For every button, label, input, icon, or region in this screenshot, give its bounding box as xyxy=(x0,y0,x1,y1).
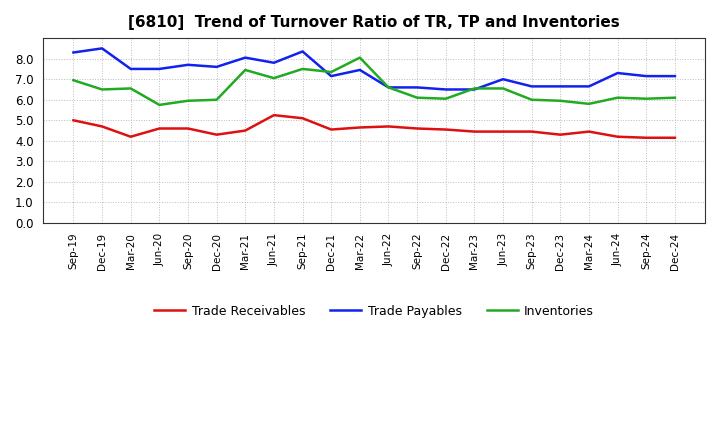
Inventories xyxy=(269,76,278,81)
Line: Trade Payables: Trade Payables xyxy=(73,48,675,89)
Inventories xyxy=(527,97,536,103)
Trade Payables xyxy=(613,70,622,76)
Trade Receivables xyxy=(585,129,593,134)
Trade Payables xyxy=(127,66,135,72)
Trade Receivables xyxy=(670,135,679,140)
Trade Payables xyxy=(670,73,679,79)
Trade Receivables xyxy=(556,132,564,137)
Trade Receivables xyxy=(384,124,393,129)
Trade Receivables xyxy=(269,113,278,118)
Inventories xyxy=(184,98,192,103)
Trade Receivables xyxy=(298,116,307,121)
Inventories xyxy=(585,101,593,106)
Trade Receivables xyxy=(356,125,364,130)
Line: Trade Receivables: Trade Receivables xyxy=(73,115,675,138)
Trade Payables xyxy=(441,87,450,92)
Trade Receivables xyxy=(98,124,107,129)
Trade Payables xyxy=(69,50,78,55)
Trade Payables xyxy=(184,62,192,67)
Inventories xyxy=(556,98,564,103)
Trade Payables xyxy=(241,55,250,60)
Trade Receivables xyxy=(413,126,421,131)
Trade Payables xyxy=(384,85,393,90)
Trade Receivables xyxy=(642,135,651,140)
Inventories xyxy=(499,86,508,91)
Trade Receivables xyxy=(441,127,450,132)
Trade Payables xyxy=(556,84,564,89)
Inventories xyxy=(670,95,679,100)
Trade Receivables xyxy=(613,134,622,139)
Inventories xyxy=(298,66,307,72)
Inventories xyxy=(384,85,393,90)
Trade Receivables xyxy=(69,117,78,123)
Trade Receivables xyxy=(327,127,336,132)
Trade Payables xyxy=(642,73,651,79)
Trade Receivables xyxy=(527,129,536,134)
Inventories xyxy=(470,86,479,91)
Trade Payables xyxy=(269,60,278,66)
Trade Payables xyxy=(356,67,364,73)
Inventories xyxy=(441,96,450,101)
Trade Payables xyxy=(298,49,307,54)
Trade Payables xyxy=(327,73,336,79)
Inventories xyxy=(327,70,336,75)
Trade Receivables xyxy=(155,126,163,131)
Inventories xyxy=(613,95,622,100)
Inventories xyxy=(241,67,250,73)
Trade Receivables xyxy=(499,129,508,134)
Trade Payables xyxy=(98,46,107,51)
Trade Receivables xyxy=(241,128,250,133)
Trade Receivables xyxy=(470,129,479,134)
Title: [6810]  Trend of Turnover Ratio of TR, TP and Inventories: [6810] Trend of Turnover Ratio of TR, TP… xyxy=(128,15,620,30)
Inventories xyxy=(69,77,78,83)
Trade Receivables xyxy=(184,126,192,131)
Trade Payables xyxy=(413,85,421,90)
Inventories xyxy=(212,97,221,103)
Inventories xyxy=(642,96,651,101)
Trade Receivables xyxy=(212,132,221,137)
Legend: Trade Receivables, Trade Payables, Inventories: Trade Receivables, Trade Payables, Inven… xyxy=(149,300,599,323)
Inventories xyxy=(127,86,135,91)
Line: Inventories: Inventories xyxy=(73,58,675,105)
Inventories xyxy=(98,87,107,92)
Inventories xyxy=(155,102,163,107)
Trade Payables xyxy=(499,77,508,82)
Trade Payables xyxy=(155,66,163,72)
Inventories xyxy=(356,55,364,60)
Trade Receivables xyxy=(127,134,135,139)
Trade Payables xyxy=(585,84,593,89)
Trade Payables xyxy=(470,87,479,92)
Trade Payables xyxy=(527,84,536,89)
Inventories xyxy=(413,95,421,100)
Trade Payables xyxy=(212,64,221,70)
